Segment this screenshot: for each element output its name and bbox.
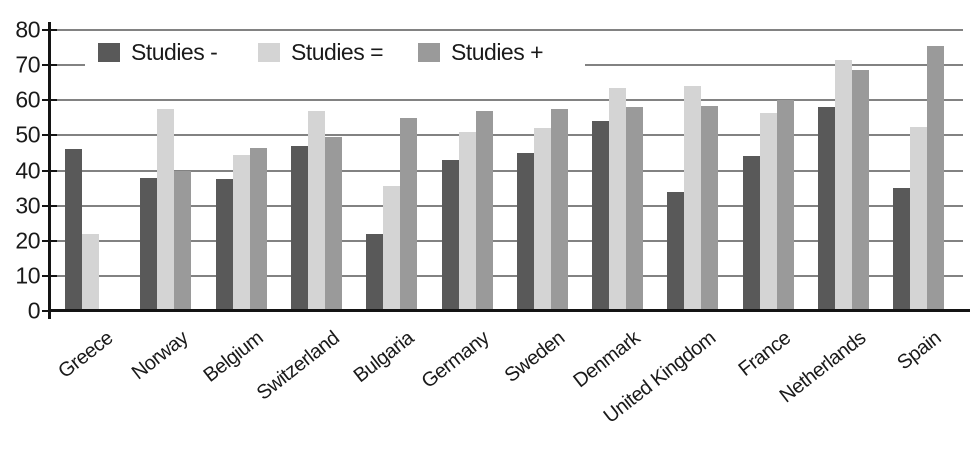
y-axis-tick <box>42 274 57 277</box>
bar-studies-= <box>533 128 551 311</box>
y-tick-label: 50 <box>15 121 40 148</box>
x-category-label: Norway <box>127 327 193 385</box>
bar-studies-- <box>65 149 82 311</box>
bar-studies-+ <box>550 109 568 311</box>
legend-swatch-icon <box>418 42 440 62</box>
bar-studies-= <box>684 86 702 311</box>
gridline <box>50 134 963 137</box>
y-tick-label: 80 <box>15 16 40 43</box>
y-axis-tick <box>42 310 57 312</box>
bar-studies-+ <box>400 117 418 311</box>
y-tick-label: 30 <box>15 192 40 219</box>
bar-studies-+ <box>324 137 342 311</box>
legend-entry: Studies = <box>258 39 418 66</box>
y-tick-label: 70 <box>15 51 40 78</box>
y-tick-label: 10 <box>15 262 40 289</box>
x-category-label: Sweden <box>500 327 569 387</box>
legend-label: Studies = <box>291 38 384 65</box>
bar-studies-+ <box>776 100 794 311</box>
bar-studies-= <box>82 233 99 311</box>
bar-studies-- <box>818 107 835 311</box>
y-tick-label: 0 <box>27 297 41 324</box>
bar-studies-- <box>667 191 685 311</box>
legend-label: Studies - <box>131 38 218 65</box>
x-category-label: Greece <box>54 327 118 383</box>
bar-studies-- <box>215 179 233 311</box>
y-axis-tick <box>42 99 57 102</box>
y-axis-tick <box>42 239 57 242</box>
bar-studies-+ <box>475 110 493 311</box>
legend-entry: Studies + <box>418 38 544 66</box>
x-category-label: Denmark <box>569 327 645 393</box>
y-tick-label: 60 <box>15 86 40 113</box>
y-axis-tick <box>42 169 57 172</box>
bar-studies-- <box>140 177 158 311</box>
x-category-label: Spain <box>893 327 946 375</box>
x-category-label: Bulgaria <box>350 327 419 388</box>
bar-studies-+ <box>852 70 869 311</box>
y-axis-tick <box>42 64 57 67</box>
bar-studies-- <box>893 188 911 311</box>
bar-studies-- <box>441 159 459 311</box>
bar-studies-= <box>835 59 852 311</box>
bar-studies-= <box>609 87 627 311</box>
bar-studies-+ <box>249 147 267 311</box>
bar-studies-= <box>157 109 175 311</box>
y-tick-label: 20 <box>15 227 40 254</box>
y-axis-tick <box>42 134 57 137</box>
gridline <box>50 29 963 31</box>
gridline <box>50 274 963 277</box>
x-category-label: Belgium <box>199 327 268 387</box>
gridline <box>50 204 963 207</box>
bar-studies-+ <box>701 105 719 311</box>
bar-studies-+ <box>174 170 192 311</box>
gridline <box>50 99 963 102</box>
x-category-label: France <box>734 327 795 381</box>
bar-studies-- <box>366 233 384 311</box>
y-axis-tick <box>42 29 57 31</box>
bar-studies-= <box>383 186 401 311</box>
bar-studies-- <box>290 145 308 311</box>
bar-studies-= <box>759 112 777 311</box>
y-tick-label: 40 <box>15 157 40 183</box>
x-category-label: Switzerland <box>252 327 343 405</box>
legend-swatch-icon <box>98 42 120 62</box>
bar-studies-= <box>458 131 476 311</box>
x-category-label: Germany <box>417 327 494 393</box>
bar-studies-= <box>307 110 325 311</box>
bar-studies-+ <box>626 107 644 311</box>
bar-studies-+ <box>927 45 945 311</box>
y-axis-tick <box>42 204 57 207</box>
legend-label: Studies + <box>451 38 544 65</box>
x-axis-line <box>48 309 970 312</box>
bar-studies-= <box>910 126 928 311</box>
bar-studies-- <box>592 121 610 311</box>
bar-studies-- <box>516 152 534 311</box>
legend-entry: Studies - <box>98 39 258 66</box>
bar-studies-= <box>232 154 250 311</box>
gridline <box>50 169 963 172</box>
legend-swatch-icon <box>258 42 280 62</box>
legend: Studies - Studies = Studies + <box>85 33 585 71</box>
gridline <box>50 239 963 242</box>
bar-studies-- <box>742 156 760 311</box>
